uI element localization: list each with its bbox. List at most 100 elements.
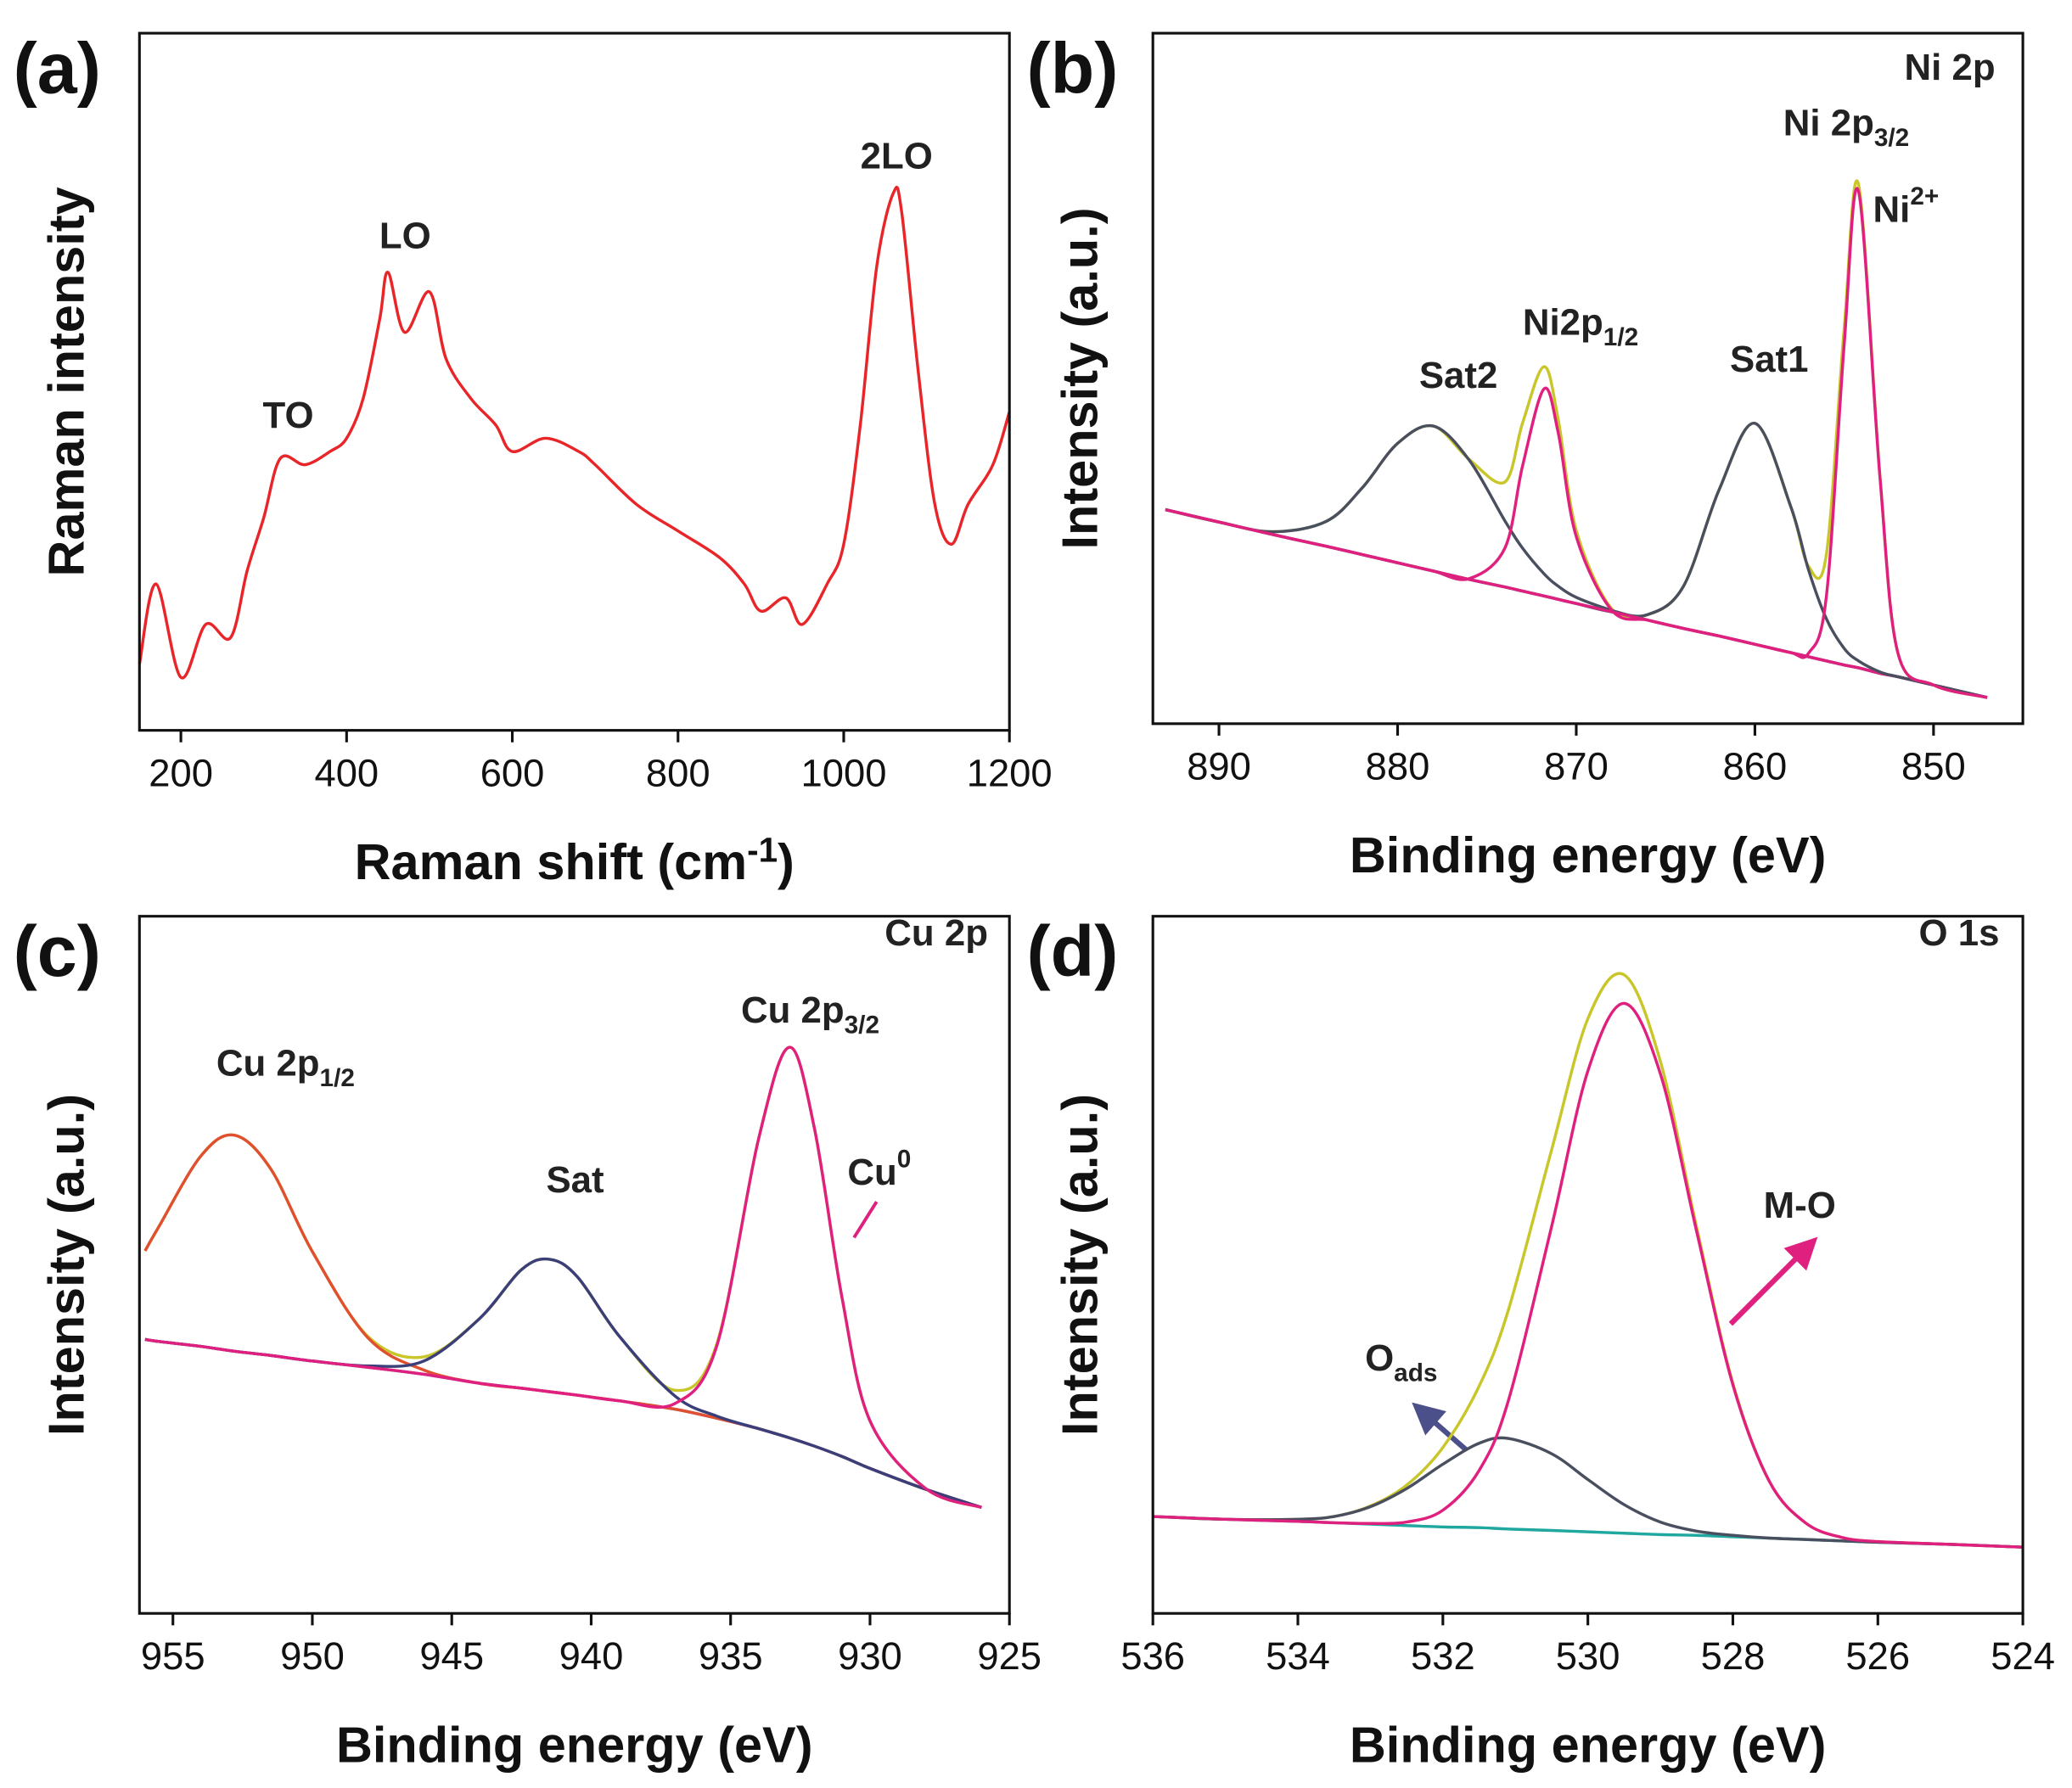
spectrum-line xyxy=(1153,1001,2024,1549)
annotation-text: 2LO xyxy=(861,136,933,177)
annotation: Cu 2p3/2 xyxy=(741,989,879,1040)
annotation-sup: 0 xyxy=(897,1145,912,1173)
annotation: 2LO xyxy=(861,136,933,177)
x-tick-label: 925 xyxy=(977,1634,1042,1678)
x-tick-label: 950 xyxy=(280,1634,345,1678)
x-tick-label: 532 xyxy=(1411,1634,1475,1678)
x-tick-label: 800 xyxy=(646,751,710,794)
pointer-line xyxy=(852,1201,879,1239)
x-tick-label: 940 xyxy=(559,1634,624,1678)
x-axis-title-text: Binding energy (eV) xyxy=(1350,827,1827,883)
annotation-text: M-O xyxy=(1764,1185,1836,1226)
annotation: Cu 2p xyxy=(884,912,988,954)
spectrum-line xyxy=(143,1045,982,1510)
annotation: Oads xyxy=(1365,1337,1437,1387)
annotation-text: Ni 2p xyxy=(1905,47,1996,88)
annotation-text: O 1s xyxy=(1919,912,2000,954)
spectrum-line xyxy=(1165,423,1988,699)
annotation: O 1s xyxy=(1919,912,2000,954)
x-axis-title: Raman shift (cm-1) xyxy=(355,831,795,890)
x-axis-title: Binding energy (eV) xyxy=(336,1716,813,1773)
panel-label: (d) xyxy=(1027,911,1119,991)
annotation: LO xyxy=(379,216,431,257)
x-tick-label: 860 xyxy=(1723,745,1788,788)
annotation-text: Cu 2p xyxy=(741,989,845,1031)
x-axis-title-text: Binding energy (eV) xyxy=(336,1716,813,1773)
y-axis-title: Intensity (a.u.) xyxy=(1051,207,1108,549)
annotation-text: O xyxy=(1365,1337,1394,1379)
annotation-text: Sat xyxy=(546,1159,604,1201)
x-tick-label: 400 xyxy=(314,751,379,794)
annotation: TO xyxy=(263,395,314,436)
panel-label: (b) xyxy=(1027,29,1119,109)
x-tick-label: 526 xyxy=(1845,1634,1910,1678)
x-tick-label: 955 xyxy=(141,1634,205,1678)
annotation-text: Ni2p xyxy=(1523,301,1603,343)
spectrum-line xyxy=(1153,1436,2024,1549)
annotation: Cu 2p1/2 xyxy=(216,1042,355,1092)
x-tick-label: 528 xyxy=(1701,1634,1766,1678)
annotation-sub: 1/2 xyxy=(1603,323,1638,351)
x-tick-label: 870 xyxy=(1544,745,1609,788)
annotation: Ni2p1/2 xyxy=(1523,301,1638,351)
x-tick-label: 530 xyxy=(1556,1634,1620,1678)
annotation: Sat1 xyxy=(1730,339,1809,380)
x-tick-label: 1200 xyxy=(967,751,1053,794)
x-tick-label: 536 xyxy=(1120,1634,1185,1678)
spectrum-line xyxy=(1165,386,1988,699)
y-axis-title: Raman intensity xyxy=(38,187,95,576)
arrow xyxy=(1728,1236,1818,1326)
spectrum-line xyxy=(138,185,1011,680)
annotation: Ni2+ xyxy=(1873,182,1940,230)
plot-frame xyxy=(1151,31,2024,726)
x-tick-label: 930 xyxy=(838,1634,902,1678)
panel-label: (a) xyxy=(14,29,101,109)
y-axis-title: Intensity (a.u.) xyxy=(38,1094,95,1436)
x-tick-label: 945 xyxy=(419,1634,484,1678)
x-tick-label: 600 xyxy=(480,751,545,794)
x-tick-label: 890 xyxy=(1187,745,1251,788)
x-tick-label: 200 xyxy=(149,751,213,794)
annotation-sup: 2+ xyxy=(1910,182,1939,210)
annotation: M-O xyxy=(1764,1185,1836,1226)
x-axis-title: Binding energy (eV) xyxy=(1350,827,1827,883)
spectrum-line xyxy=(144,1257,982,1509)
annotation-text: Sat1 xyxy=(1730,339,1809,380)
plot-frame xyxy=(138,915,1011,1615)
panel-label: (c) xyxy=(14,911,101,991)
x-tick-label: 880 xyxy=(1366,745,1430,788)
annotation-sub: 3/2 xyxy=(1874,124,1909,152)
annotation: Cu0 xyxy=(847,1145,911,1192)
x-tick-label: 524 xyxy=(1991,1634,2055,1678)
annotation-sub: 1/2 xyxy=(320,1064,355,1092)
annotation: Sat2 xyxy=(1419,355,1498,396)
spectrum-line xyxy=(1153,972,2024,1549)
annotation-text: TO xyxy=(263,395,314,436)
annotation: Ni 2p3/2 xyxy=(1783,103,1909,153)
annotation: Ni 2p xyxy=(1905,47,1996,88)
annotation: Sat xyxy=(546,1159,604,1201)
x-tick-label: 850 xyxy=(1901,745,1966,788)
x-axis-title: Binding energy (eV) xyxy=(1350,1716,1827,1773)
x-axis-title-text: Binding energy (eV) xyxy=(1350,1716,1827,1773)
annotation-text: Ni xyxy=(1873,188,1911,230)
annotation-sub: ads xyxy=(1394,1359,1437,1387)
annotation-text: Cu 2p xyxy=(216,1042,320,1084)
spectrum-line xyxy=(144,1337,982,1509)
plot-frame xyxy=(138,31,1011,732)
y-axis-title: Intensity (a.u.) xyxy=(1051,1094,1108,1436)
annotation-text: LO xyxy=(379,216,431,257)
annotation-text: Ni 2p xyxy=(1783,103,1874,144)
spectrum-line xyxy=(144,1045,982,1510)
x-tick-label: 935 xyxy=(699,1634,763,1678)
annotation-text: Cu 2p xyxy=(884,912,988,954)
x-tick-label: 1000 xyxy=(801,751,887,794)
x-tick-label: 534 xyxy=(1266,1634,1330,1678)
annotation-sub: 3/2 xyxy=(845,1011,879,1039)
x-axis-title-sup: -1 xyxy=(747,831,778,870)
spectrum-line xyxy=(1165,187,1988,699)
x-axis-title-text: Raman shift (cm xyxy=(355,833,748,890)
x-axis-title-after: ) xyxy=(778,833,795,890)
annotation-text: Cu xyxy=(847,1152,896,1193)
